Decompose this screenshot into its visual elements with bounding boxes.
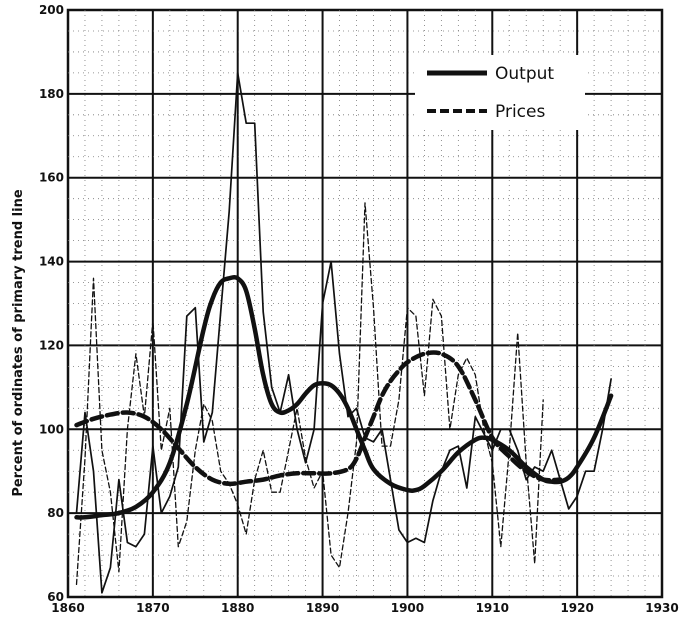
x-tick-label: 1910 [476,601,509,615]
y-tick-label: 80 [47,506,64,520]
x-tick-label: 1900 [391,601,424,615]
x-tick-label: 1930 [645,601,678,615]
x-tick-label: 1920 [560,601,593,615]
series-layer [74,72,614,594]
legend: Output Prices [415,55,585,130]
y-tick-label: 160 [39,171,64,185]
x-axis-ticks: 1860 1870 1880 1890 1900 1910 1920 1930 [51,601,678,615]
series-prices-smoothed-line [74,350,563,487]
x-tick-label: 1880 [221,601,254,615]
grid [66,8,664,599]
y-axis-ticks: 60 80 100 120 140 160 180 200 [39,3,64,604]
y-tick-label: 120 [39,338,64,352]
y-axis-label: Percent of ordinates of primary trend li… [11,189,26,497]
y-tick-label: 200 [39,3,64,17]
x-tick-label: 1860 [51,601,84,615]
legend-prices-label: Prices [495,102,545,122]
x-tick-label: 1870 [136,601,169,615]
x-tick-label: 1890 [306,601,339,615]
legend-output-label: Output [495,64,554,84]
y-tick-label: 100 [39,422,64,436]
y-tick-label: 140 [39,255,64,269]
legend-background [415,55,585,130]
y-tick-label: 60 [47,590,64,604]
series-output-smoothed-line [74,274,614,520]
y-tick-label: 180 [39,87,64,101]
